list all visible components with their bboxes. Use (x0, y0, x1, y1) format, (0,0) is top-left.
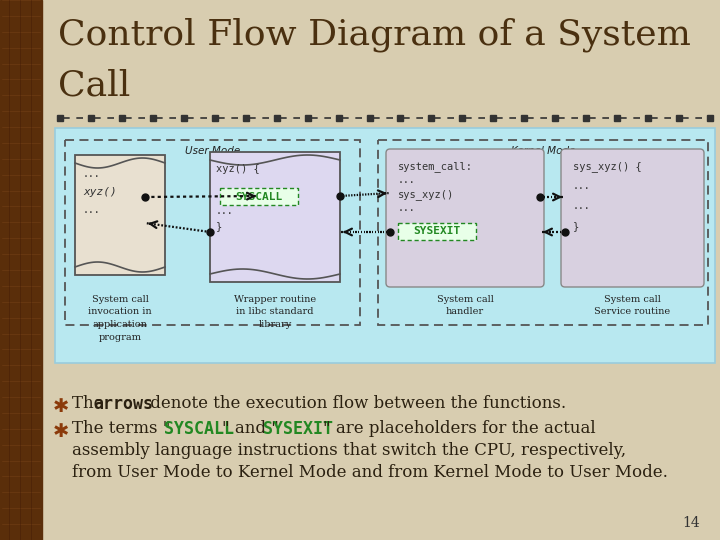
Bar (181, 115, 186, 121)
Bar (88, 115, 94, 121)
Bar (397, 115, 403, 121)
Text: arrows: arrows (93, 395, 153, 413)
Bar (490, 115, 496, 121)
Bar (428, 115, 434, 121)
Bar (65, 140, 360, 325)
FancyBboxPatch shape (561, 149, 704, 287)
Text: SYSCALL: SYSCALL (164, 420, 234, 438)
Text: Wrapper routine
in libc standard
library: Wrapper routine in libc standard library (234, 295, 316, 329)
Bar (459, 115, 465, 121)
Text: assembly language instructions that switch the CPU, respectively,: assembly language instructions that swit… (72, 442, 626, 459)
Bar (212, 115, 217, 121)
Bar (398, 223, 476, 240)
Bar (220, 188, 298, 205)
Text: Kernel Mode: Kernel Mode (510, 146, 575, 156)
Text: Call: Call (58, 68, 130, 102)
Text: ...: ... (83, 169, 101, 179)
Text: ...: ... (573, 201, 590, 211)
Bar (552, 115, 558, 121)
Text: }: } (573, 221, 580, 231)
Bar (243, 115, 248, 121)
Text: The: The (72, 395, 109, 412)
FancyBboxPatch shape (386, 149, 544, 287)
Bar (645, 115, 651, 121)
Text: ...: ... (83, 205, 101, 215)
Text: The terms ": The terms " (72, 420, 171, 437)
Bar (583, 115, 589, 121)
Text: User Mode: User Mode (185, 146, 240, 156)
Bar (305, 115, 310, 121)
Bar (274, 115, 279, 121)
Text: ...: ... (398, 175, 415, 185)
Bar (119, 115, 125, 121)
Bar (150, 115, 156, 121)
Text: denote the execution flow between the functions.: denote the execution flow between the fu… (145, 395, 566, 412)
Bar (336, 115, 341, 121)
Text: ✱: ✱ (53, 397, 69, 416)
Text: System call
invocation in
application
program: System call invocation in application pr… (88, 295, 152, 341)
Bar (614, 115, 620, 121)
Text: 14: 14 (683, 516, 700, 530)
Text: SYSEXIT: SYSEXIT (413, 226, 461, 237)
Text: System call
Service routine: System call Service routine (595, 295, 670, 316)
Text: }: } (216, 221, 222, 231)
Text: system_call:: system_call: (398, 161, 473, 172)
Text: SYSEXIT: SYSEXIT (263, 420, 333, 438)
Bar (366, 115, 372, 121)
Text: System call
handler: System call handler (436, 295, 493, 316)
Text: ...: ... (573, 181, 590, 191)
Text: ...: ... (398, 203, 415, 213)
Bar (210, 152, 340, 282)
Text: sys_xyz(): sys_xyz() (398, 189, 454, 200)
Bar (378, 140, 708, 325)
Text: " are placeholders for the actual: " are placeholders for the actual (323, 420, 595, 437)
Text: xyz() {: xyz() { (216, 164, 260, 174)
Bar (676, 115, 682, 121)
Text: from User Mode to Kernel Mode and from Kernel Mode to User Mode.: from User Mode to Kernel Mode and from K… (72, 464, 668, 481)
Bar (55, 128, 715, 363)
Bar (75, 155, 165, 275)
Bar (521, 115, 527, 121)
Bar (707, 115, 713, 121)
Bar (57, 115, 63, 121)
Text: Control Flow Diagram of a System: Control Flow Diagram of a System (58, 18, 691, 52)
Text: ✱: ✱ (53, 422, 69, 441)
Bar (0, 0, 42, 540)
Text: xyz(): xyz() (83, 187, 117, 197)
Text: " and ": " and " (222, 420, 279, 437)
Text: sys_xyz() {: sys_xyz() { (573, 161, 642, 172)
Text: SYSCALL: SYSCALL (235, 192, 283, 201)
Text: ...: ... (216, 206, 233, 216)
